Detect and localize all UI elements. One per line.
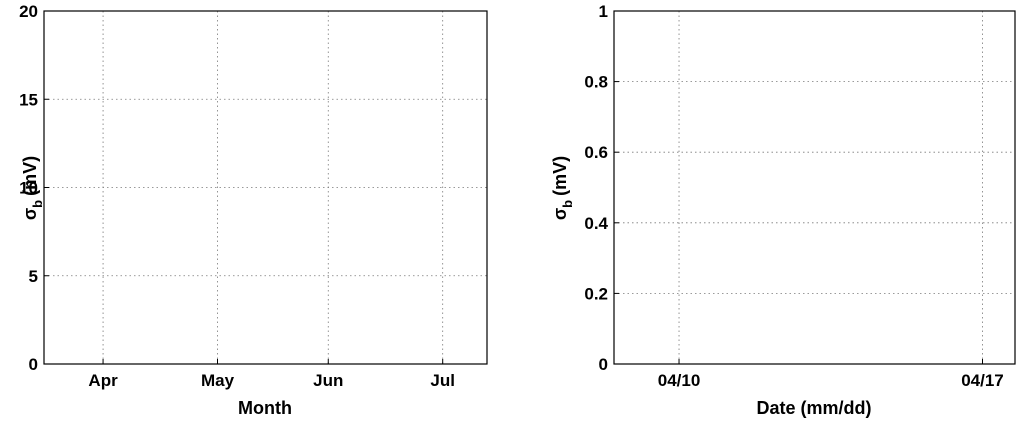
right-grid bbox=[614, 11, 1015, 364]
right-dense-scatter bbox=[614, 1, 1015, 214]
left-y-tick-label: 15 bbox=[19, 90, 38, 109]
right-y-tick-label: 0.6 bbox=[584, 143, 608, 162]
right-y-tick-label: 1 bbox=[599, 2, 608, 21]
left-x-tick-label: Jul bbox=[430, 371, 455, 390]
right-scatter-series bbox=[672, 0, 994, 97]
left-dense-scatter bbox=[45, 1, 487, 357]
left-y-tick-label: 20 bbox=[19, 2, 38, 21]
left-x-tick-label: May bbox=[201, 371, 235, 390]
right-x-axis-label: Date (mm/dd) bbox=[756, 398, 871, 418]
left-grid bbox=[44, 11, 487, 364]
left-scatter-series bbox=[88, 0, 476, 303]
left-y-tick-label: 0 bbox=[29, 355, 38, 374]
right-y-axis-label: σb(mV) bbox=[550, 156, 575, 220]
left-y-axis-label: σb(mV) bbox=[20, 156, 45, 220]
right-x-tick-label: 04/17 bbox=[961, 371, 1004, 390]
right-y-tick-label: 0.4 bbox=[584, 214, 608, 233]
right-y-tick-label: 0.2 bbox=[584, 284, 608, 303]
chart-right: 0 0.2 0.4 0.6 0.8 1 04/10 04/17 Date (mm/dd) σb… bbox=[550, 0, 1015, 418]
right-y-tick-label: 0 bbox=[599, 355, 608, 374]
left-y-tick-label: 5 bbox=[29, 267, 38, 286]
left-x-tick-label: Jun bbox=[313, 371, 343, 390]
right-plot-frame bbox=[614, 11, 1015, 364]
left-x-tick-label: Apr bbox=[88, 371, 118, 390]
left-x-axis-label: Month bbox=[238, 398, 292, 418]
right-x-tick-label: 04/10 bbox=[658, 371, 701, 390]
right-y-tick-label: 0.8 bbox=[584, 73, 608, 92]
right-ticks: 0 0.2 0.4 0.6 0.8 1 04/10 04/17 bbox=[584, 2, 1003, 390]
